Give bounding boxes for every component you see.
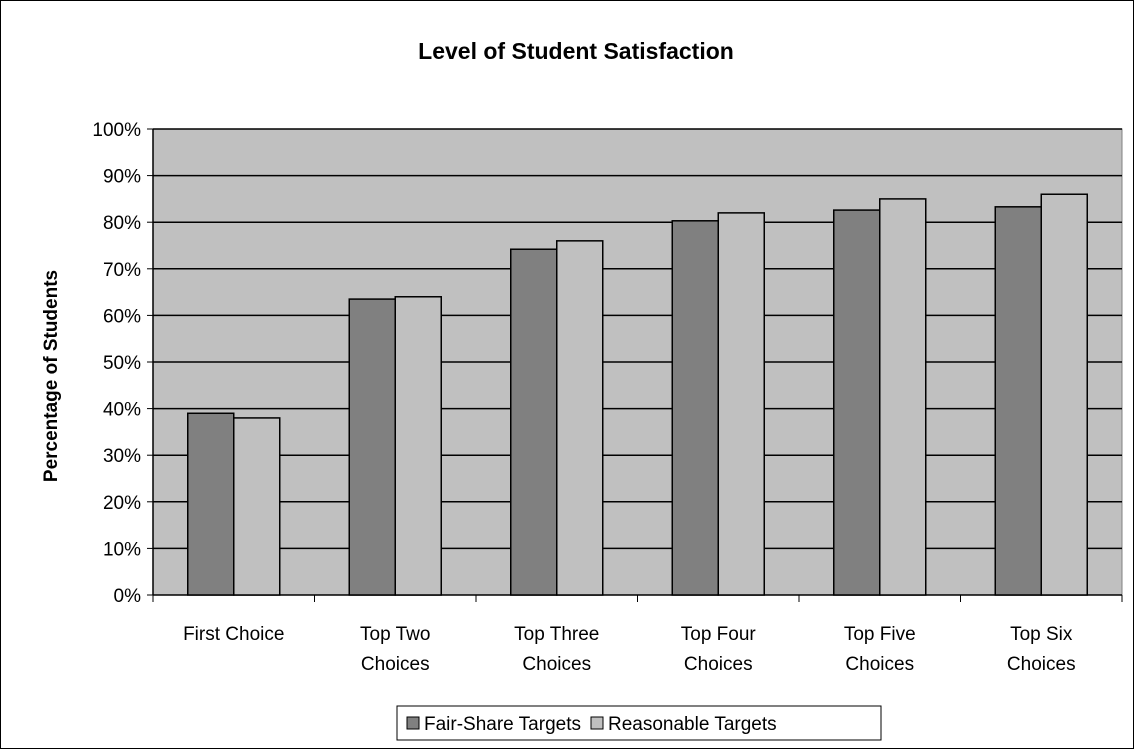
legend: Fair-Share Targets Reasonable Targets <box>396 705 882 741</box>
bar-fair-share-targets <box>994 206 1042 596</box>
bar-fair-share-targets <box>833 209 881 596</box>
bar-reasonable-targets <box>394 296 442 596</box>
bar-fair-share-targets <box>510 248 558 596</box>
x-tick-label: Choices <box>522 654 591 675</box>
y-tick-label: 10% <box>103 539 141 560</box>
legend-box <box>396 705 882 741</box>
legend-swatch <box>406 716 420 730</box>
y-tick-label: 90% <box>103 167 141 188</box>
bar-reasonable-targets <box>233 417 281 596</box>
plot-area: 0% 10% 20% 30% 40% 50% 60% 70% 80% 90% 100% First C… <box>92 120 1123 675</box>
bar-reasonable-targets <box>1040 193 1088 596</box>
y-tick-label: 100% <box>92 120 141 141</box>
x-tick-label: Choices <box>845 654 914 675</box>
y-tick-label: 30% <box>103 446 141 467</box>
x-tick-label: Top Two <box>360 624 430 645</box>
x-tick-label: Top Five <box>844 624 916 645</box>
x-tick-label: Choices <box>684 654 753 675</box>
x-tick-label: Choices <box>361 654 430 675</box>
legend-label: Fair-Share Targets <box>424 714 581 735</box>
chart-title: Level of Student Satisfaction <box>418 38 734 64</box>
y-tick-label: 50% <box>103 353 141 374</box>
y-tick-label: 0% <box>114 586 142 607</box>
bar-reasonable-targets <box>556 240 604 596</box>
bar-fair-share-targets <box>671 220 719 596</box>
y-tick-label: 40% <box>103 400 141 421</box>
bar-reasonable-targets <box>717 212 765 596</box>
y-axis-label: Percentage of Students <box>41 270 62 482</box>
bar-fair-share-targets <box>187 412 235 596</box>
y-tick-label: 70% <box>103 260 141 281</box>
x-tick-label: Top Six <box>1010 624 1073 645</box>
y-tick-label: 80% <box>103 213 141 234</box>
x-tick-label: Top Three <box>514 624 599 645</box>
y-tick-label: 20% <box>103 493 141 514</box>
x-tick-label: Top Four <box>681 624 757 645</box>
y-tick-label: 60% <box>103 306 141 327</box>
legend-label: Reasonable Targets <box>608 714 777 735</box>
x-tick-label: First Choice <box>183 624 284 645</box>
bar-fair-share-targets <box>348 298 396 596</box>
x-tick-label: Choices <box>1007 654 1076 675</box>
legend-swatch <box>590 716 604 730</box>
bar-reasonable-targets <box>879 198 927 596</box>
